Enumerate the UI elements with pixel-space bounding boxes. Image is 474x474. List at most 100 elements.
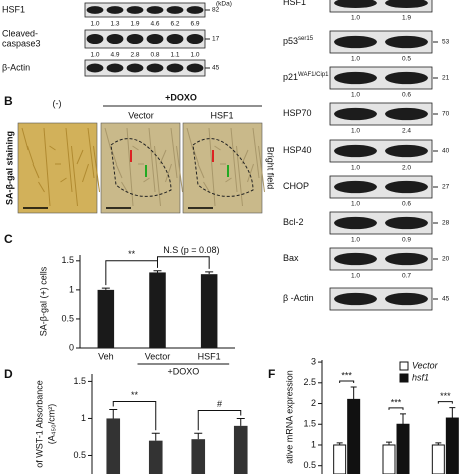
blot-band — [334, 0, 377, 9]
y-tick-label: 1.5 — [61, 255, 74, 265]
error-bar — [336, 442, 343, 445]
blot-band — [385, 71, 428, 85]
kda-label: 20 — [442, 256, 450, 263]
axis-title: SA-β-gal staining — [4, 131, 14, 205]
y-axis-title: SA-β-gal (+) cells — [38, 266, 48, 336]
quant-label: 1.3 — [110, 21, 119, 28]
bar — [148, 440, 163, 474]
error-bar — [350, 386, 357, 400]
blot-label-sup: WAF1/Cip1 — [298, 72, 329, 78]
blot-band — [146, 63, 164, 73]
y-tick-label: 1.5 — [73, 376, 86, 386]
bar — [347, 398, 361, 474]
cell-texture — [170, 127, 178, 179]
blot-label: HSP40 — [283, 145, 312, 155]
y-tick-label: 0.5 — [303, 460, 316, 470]
kda-header: (kDa) — [216, 1, 232, 8]
quant-label: 1.1 — [170, 52, 179, 59]
quant-label: 2.8 — [130, 52, 139, 59]
annotation: *** — [440, 391, 451, 401]
blot-band — [334, 107, 377, 121]
cell-texture — [214, 145, 221, 151]
quant-label: 4.6 — [150, 21, 159, 28]
blot-band — [86, 33, 104, 45]
kda-label: 27 — [442, 184, 450, 191]
kda-label: 40 — [442, 148, 450, 155]
quant-label: 0.8 — [150, 52, 159, 59]
cell-texture — [132, 145, 139, 151]
quant-label: 1.0 — [351, 237, 360, 244]
micrograph — [100, 122, 181, 214]
blot-band — [86, 6, 104, 14]
cell-texture — [126, 127, 134, 207]
panel-label: F — [268, 367, 275, 381]
cell-texture — [76, 149, 84, 165]
quant-label: 1.0 — [351, 128, 360, 135]
legend-swatch — [399, 373, 409, 383]
cell-texture — [165, 163, 172, 183]
kda-label: 45 — [442, 296, 450, 303]
blot-band — [385, 180, 428, 194]
y-tick-label: 1 — [81, 413, 86, 423]
blot-label-main: p53 — [283, 36, 298, 46]
cell-outline — [192, 138, 254, 197]
bar — [333, 444, 347, 474]
y-tick-label: 1 — [69, 284, 74, 294]
blot-band — [385, 0, 428, 9]
error-bar — [236, 417, 245, 426]
annotation: # — [217, 399, 222, 409]
cell-texture — [247, 163, 254, 183]
group-label: (-) — [53, 98, 62, 108]
kda-label: 53 — [442, 39, 450, 46]
blot-band — [385, 292, 428, 306]
micrograph — [17, 122, 98, 214]
quant-label: 0.5 — [402, 56, 411, 63]
y-tick-label: 2.5 — [303, 377, 316, 387]
treatment-label: +DOXO — [165, 92, 197, 102]
y-tick-label: 0.5 — [73, 450, 86, 460]
blot-band — [385, 35, 428, 49]
blot-band — [106, 6, 124, 14]
error-bar — [205, 271, 214, 275]
legend-label: Vector — [412, 360, 439, 370]
group-label: HSF1 — [210, 110, 233, 120]
bar — [396, 423, 410, 474]
blot-label: caspase3 — [2, 38, 41, 48]
legend-label: hsf1 — [412, 372, 429, 382]
quant-label: 1.0 — [190, 52, 199, 59]
blot-label-main: HSF1 — [283, 0, 306, 7]
blot-label: Bcl-2 — [283, 217, 304, 227]
blot-label-main: p21 — [283, 72, 298, 82]
blot-band — [126, 63, 144, 73]
quant-label: 1.9 — [402, 15, 411, 22]
blot-label-main: HSP40 — [283, 145, 312, 155]
cell-texture — [65, 127, 73, 193]
blot-band — [186, 63, 204, 73]
cell-texture — [93, 145, 100, 193]
quant-label: 4.9 — [110, 52, 119, 59]
blot-band — [86, 63, 104, 73]
error-bar — [153, 270, 162, 273]
cell-texture — [186, 127, 194, 151]
bar — [445, 417, 459, 474]
quant-label: 2.4 — [402, 128, 411, 135]
y-tick-label: 3 — [311, 356, 316, 366]
blot-label-main: HSP70 — [283, 108, 312, 118]
kda-label: 21 — [442, 75, 450, 82]
y-axis-title: (A₄₅₀/cm²) — [46, 404, 56, 445]
blot-band — [106, 63, 124, 73]
kda-label: 28 — [442, 220, 450, 227]
blot-label-sup: ser15 — [298, 36, 314, 42]
error-bar — [101, 287, 110, 290]
cell-texture — [148, 127, 156, 193]
blot-label: Bax — [283, 253, 299, 263]
blot-band — [334, 252, 377, 266]
micrograph — [182, 122, 263, 214]
blot-label-main: β -Actin — [283, 293, 314, 303]
cell-texture — [154, 145, 161, 207]
blot-band — [146, 33, 164, 45]
kda-label: 17 — [212, 36, 220, 43]
bar — [382, 444, 396, 474]
blot-band — [385, 144, 428, 158]
